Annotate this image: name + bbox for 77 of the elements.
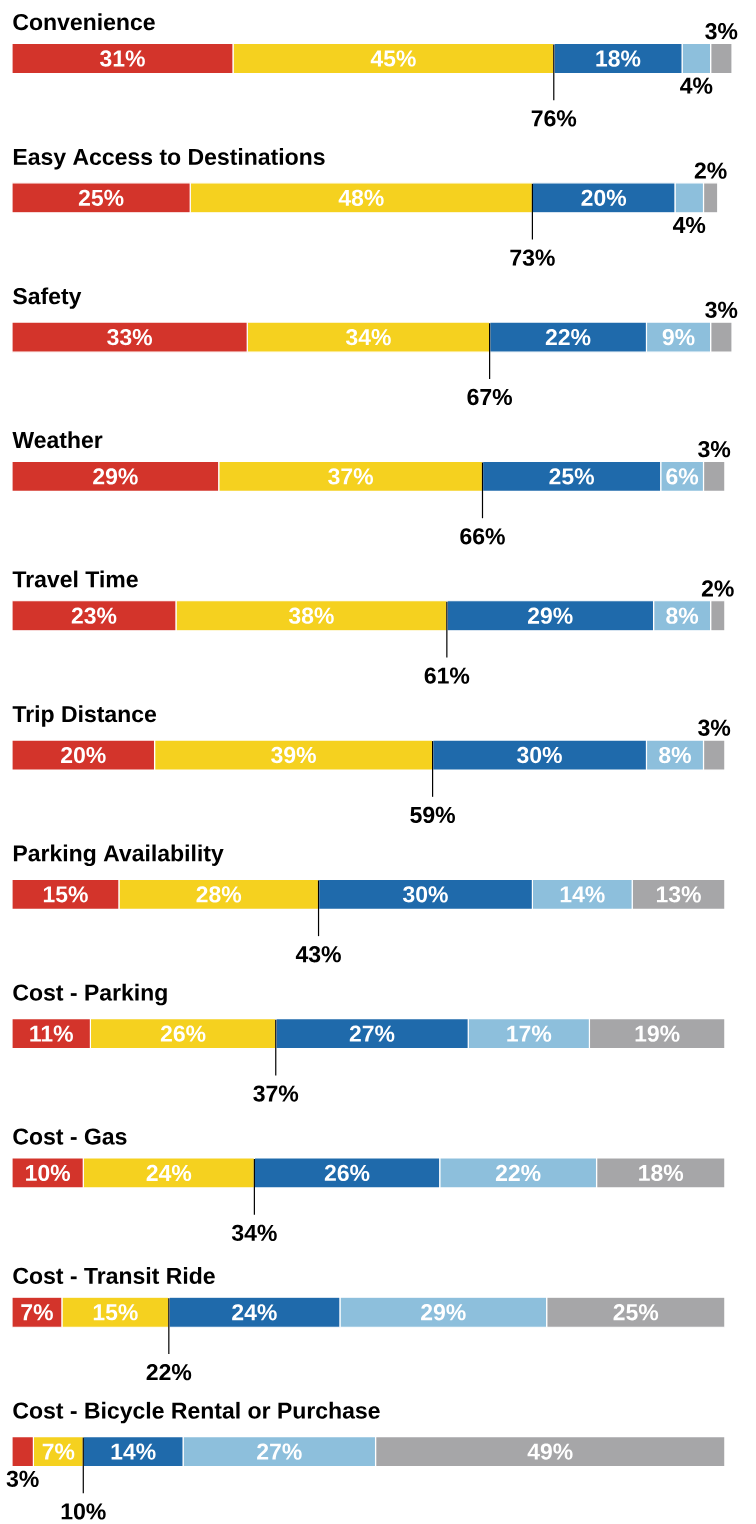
data-label: 19% xyxy=(635,1025,680,1042)
data-label: 4% xyxy=(672,216,706,234)
data-label: 2% xyxy=(701,580,734,597)
data-label: 27% xyxy=(257,1443,302,1460)
data-label: 3% xyxy=(705,23,738,40)
annotation: 22% xyxy=(146,1364,192,1381)
y-tick-label: Parking Availability xyxy=(13,844,224,867)
data-label: 25% xyxy=(613,1304,659,1321)
annotation: 59% xyxy=(410,806,455,824)
data-label: 38% xyxy=(288,607,334,624)
data-label: 8% xyxy=(659,746,691,764)
data-label: 14% xyxy=(560,886,605,903)
data-label: 30% xyxy=(402,886,448,903)
data-label: 8% xyxy=(666,607,699,624)
data-label: 18% xyxy=(639,1164,684,1182)
annotation: 76% xyxy=(531,110,577,127)
data-label: 29% xyxy=(421,1304,466,1321)
data-label: 22% xyxy=(545,328,591,346)
data-label: 9% xyxy=(662,328,695,346)
data-label: 29% xyxy=(527,607,573,624)
data-label: 23% xyxy=(71,607,117,624)
y-tick-label: Safety xyxy=(13,287,82,309)
y-tick-label: Convenience xyxy=(13,13,155,31)
data-label: 28% xyxy=(196,886,242,903)
data-label: 30% xyxy=(517,746,562,764)
data-label: 25% xyxy=(78,189,124,206)
data-label: 4% xyxy=(680,77,713,94)
data-label: 20% xyxy=(581,189,627,206)
data-label: 31% xyxy=(100,50,145,67)
y-tick-label: Cost - Bicycle Rental or Purchase xyxy=(13,1401,380,1424)
data-label: 17% xyxy=(507,1025,552,1042)
annotation: 67% xyxy=(467,388,513,406)
y-tick-label: Cost - Transit Ride xyxy=(13,1267,215,1284)
y-tick-label: Trip Distance xyxy=(12,705,157,727)
y-tick-label: Weather xyxy=(12,431,103,449)
data-label: 3% xyxy=(698,719,731,736)
data-label: 49% xyxy=(527,1443,573,1460)
data-label: 33% xyxy=(107,328,153,346)
annotation: 37% xyxy=(253,1085,299,1102)
annotation: 43% xyxy=(295,946,341,963)
data-label: 24% xyxy=(146,1164,192,1182)
data-label: 3% xyxy=(6,1470,39,1487)
data-label: 11% xyxy=(30,1025,73,1042)
data-label: 26% xyxy=(324,1164,370,1182)
annotation: 34% xyxy=(231,1224,277,1241)
data-label: 22% xyxy=(495,1164,541,1182)
y-tick-label: Travel Time xyxy=(12,570,138,588)
data-label: 27% xyxy=(349,1025,395,1042)
y-tick-label: Cost - Parking xyxy=(13,983,167,1006)
y-tick-label: Cost - Gas xyxy=(13,1128,127,1145)
data-label: 15% xyxy=(43,886,88,903)
annotation: 61% xyxy=(424,667,470,684)
data-label: 26% xyxy=(160,1025,206,1042)
data-label: 14% xyxy=(111,1443,156,1460)
data-label: 3% xyxy=(698,440,731,458)
data-label: 25% xyxy=(549,468,594,485)
data-label: 37% xyxy=(328,468,373,485)
data-label: 24% xyxy=(232,1304,277,1321)
data-label: 39% xyxy=(271,746,316,764)
data-label: 20% xyxy=(61,746,106,764)
data-label: 18% xyxy=(596,50,641,67)
data-label: 3% xyxy=(705,301,738,318)
data-label: 7% xyxy=(21,1304,53,1321)
data-label: 34% xyxy=(345,328,391,346)
data-label: 13% xyxy=(656,886,701,903)
data-label: 45% xyxy=(370,50,416,67)
data-label: 7% xyxy=(42,1443,75,1460)
text: 10% xyxy=(61,1503,106,1520)
y-tick-label: Easy Access to Destinations xyxy=(13,148,325,170)
annotation: 73% xyxy=(510,249,555,266)
data-label: 2% xyxy=(694,162,727,179)
data-label: 10% xyxy=(26,1164,71,1182)
data-label: 6% xyxy=(666,468,699,485)
annotation: 66% xyxy=(460,528,505,545)
data-label: 48% xyxy=(338,189,384,206)
data-label: 15% xyxy=(93,1304,138,1321)
data-label: 29% xyxy=(93,468,138,485)
